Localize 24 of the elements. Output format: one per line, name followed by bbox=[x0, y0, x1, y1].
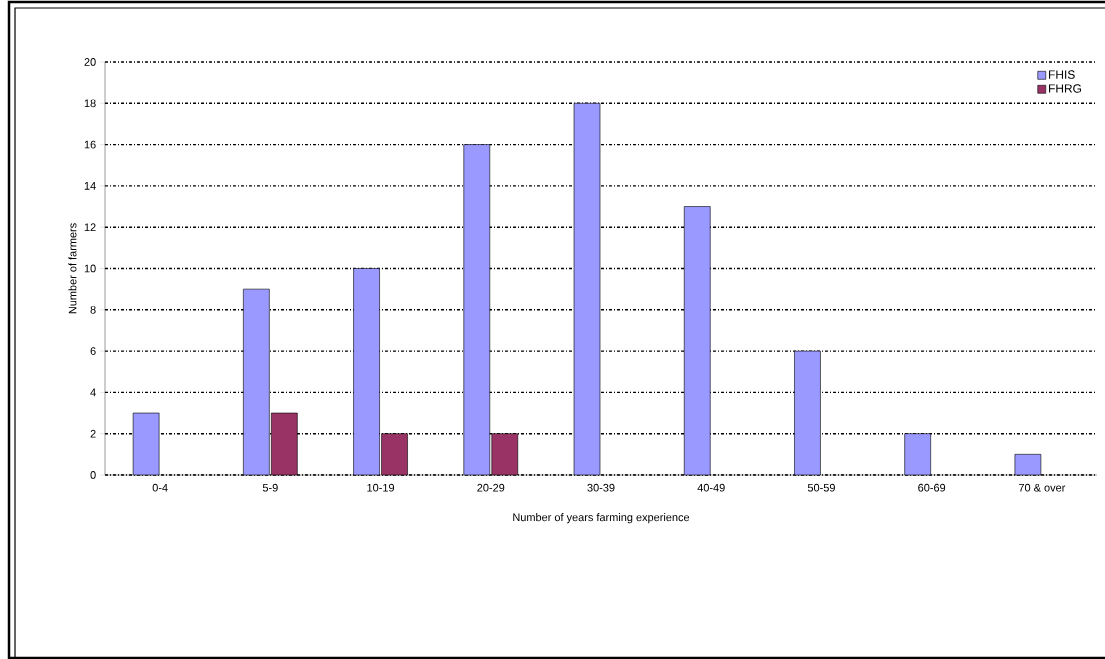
y-tick-label: 6 bbox=[90, 347, 96, 355]
y-tick-label: 16 bbox=[84, 140, 96, 149]
y-tick-label: 0 bbox=[90, 471, 96, 479]
y-tick-label: 14 bbox=[84, 182, 96, 190]
x-tick-label: 20-29 bbox=[477, 483, 505, 492]
x-tick-label: 40-49 bbox=[697, 483, 725, 492]
y-tick-label: 8 bbox=[90, 305, 96, 314]
x-axis-title: Number of years farming experience bbox=[513, 513, 690, 524]
y-tick-label: 12 bbox=[84, 223, 96, 232]
y-tick-label: 2 bbox=[90, 429, 96, 438]
x-tick-label: 70 & over bbox=[1019, 483, 1066, 492]
x-tick-label: 5-9 bbox=[262, 483, 278, 492]
y-tick-label: 20 bbox=[84, 58, 96, 66]
x-tick-label: 0-4 bbox=[152, 483, 168, 492]
legend-label: FHIS bbox=[1049, 70, 1075, 79]
y-axis-title: Number of farmers bbox=[68, 223, 77, 314]
legend-label: FHRG bbox=[1049, 84, 1082, 93]
y-tick-label: 10 bbox=[84, 264, 96, 273]
y-tick-label: 18 bbox=[84, 99, 96, 108]
x-tick-label: 10-19 bbox=[367, 483, 395, 492]
x-tick-label: 30-39 bbox=[587, 483, 615, 492]
x-tick-label: 50-59 bbox=[807, 483, 835, 492]
x-tick-label: 60-69 bbox=[918, 483, 946, 492]
y-tick-label: 4 bbox=[90, 388, 96, 397]
